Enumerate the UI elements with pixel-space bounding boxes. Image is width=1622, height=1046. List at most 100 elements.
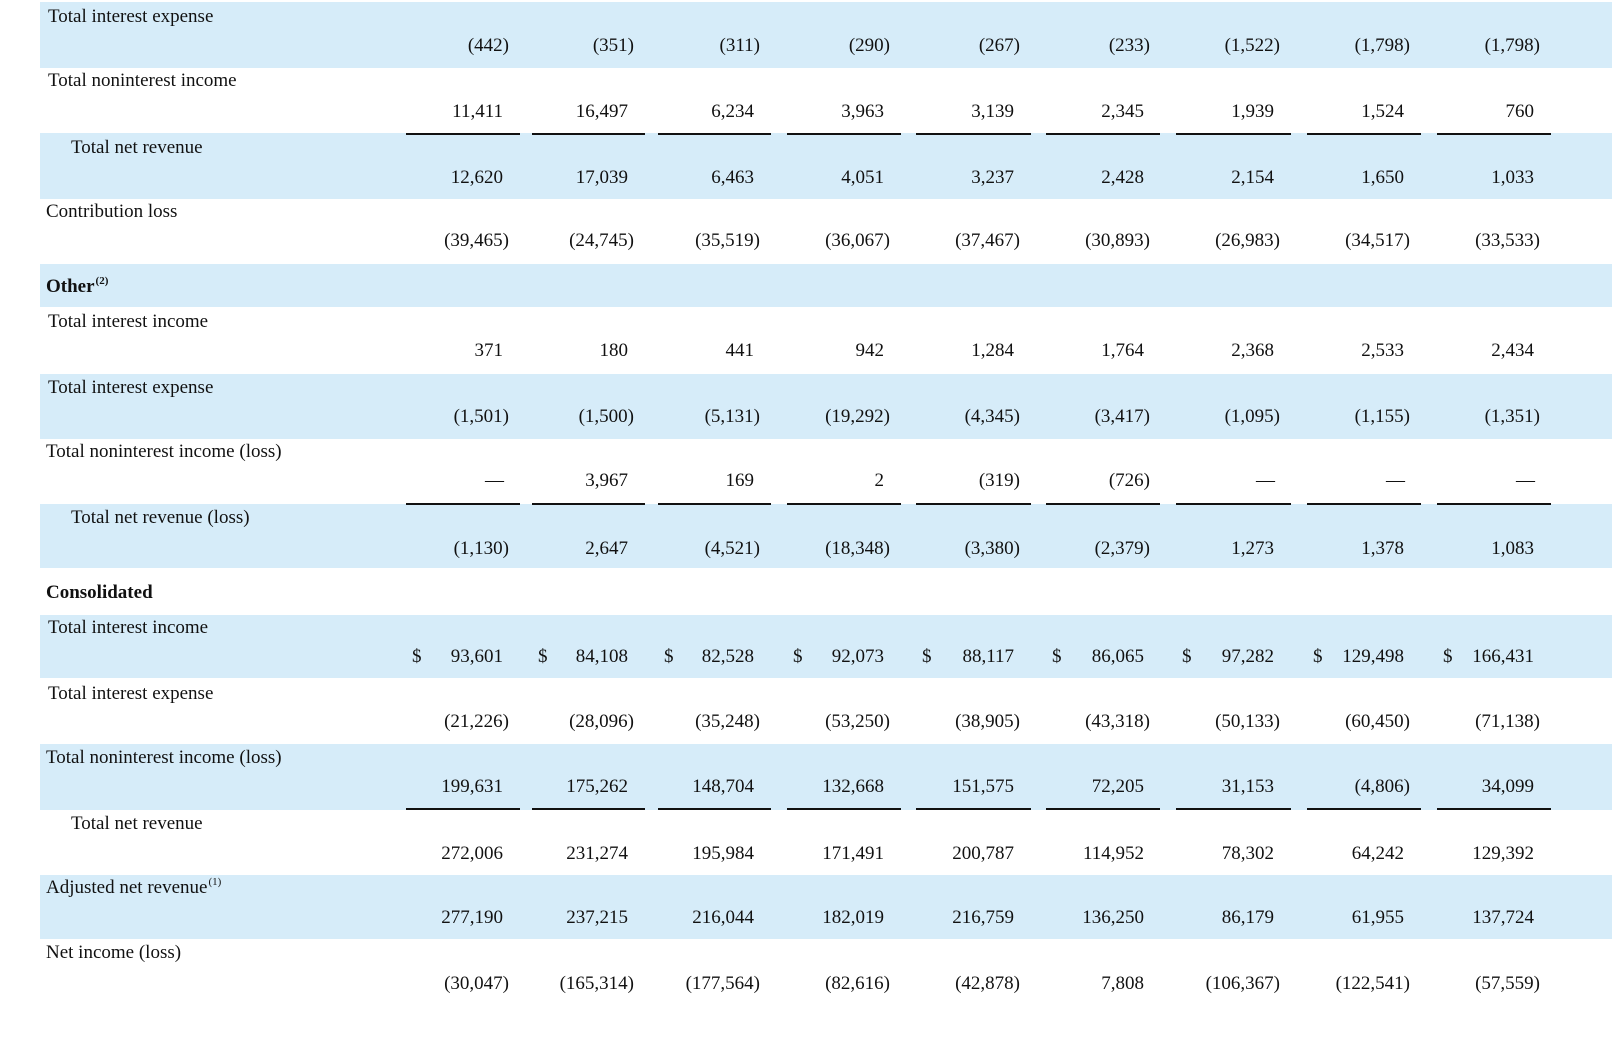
row-label-total-interest-expense: Total interest expense [48, 683, 213, 705]
cell-value: (311) [719, 35, 760, 56]
cell-value: 72,205 [1091, 776, 1144, 797]
table-cell: 72,205 [1046, 775, 1160, 799]
table-cell: 2,345 [1046, 100, 1160, 124]
cell-value: (37,467) [955, 230, 1020, 251]
cell-value: (38,905) [955, 711, 1020, 732]
table-cell: (53,250) [787, 710, 901, 734]
table-cell: (311) [658, 34, 771, 58]
subtotal-underline [532, 503, 645, 505]
table-cell: (39,465) [406, 229, 520, 253]
table-cell: 2,533 [1307, 339, 1421, 363]
cell-value: 88,117 [962, 646, 1014, 667]
subtotal-underline [1437, 133, 1551, 135]
cell-value: 2,368 [1231, 340, 1274, 361]
table-cell: (3,417) [1046, 405, 1160, 429]
table-cell: 6,234 [658, 100, 771, 124]
table-cell: (1,130) [406, 537, 520, 561]
table-row: Total noninterest income (loss) — 3,967 169… [40, 439, 1612, 504]
cell-value: — [1386, 470, 1405, 491]
table-cell: (43,318) [1046, 710, 1160, 734]
row-label-text: Total noninterest income [48, 70, 237, 91]
cell-value: (106,367) [1205, 973, 1280, 994]
table-cell: $93,601 [406, 645, 520, 669]
cell-value: (24,745) [569, 230, 634, 251]
cell-value: 216,759 [952, 907, 1014, 928]
table-cell: 171,491 [787, 842, 901, 866]
subtotal-underline [406, 133, 520, 135]
subtotal-underline [1176, 808, 1291, 810]
cell-value: 1,524 [1361, 101, 1404, 122]
cell-value: 7,808 [1101, 973, 1144, 994]
subtotal-underline [787, 808, 901, 810]
table-row: Total interest expense (1,501) (1,500) (5,1… [40, 374, 1612, 439]
currency-symbol: $ [1052, 646, 1062, 667]
table-cell: 3,963 [787, 100, 901, 124]
table-cell: 2,368 [1176, 339, 1291, 363]
table-cell: $97,282 [1176, 645, 1291, 669]
cell-value: 97,282 [1221, 646, 1274, 667]
section-title-other: Other(2) [46, 275, 108, 300]
table-cell: 3,237 [916, 166, 1031, 190]
section-header-row: Other(2) [40, 264, 1612, 307]
currency-symbol: $ [793, 646, 803, 667]
table-cell: $92,073 [787, 645, 901, 669]
subtotal-underline [916, 133, 1031, 135]
currency-symbol: $ [1313, 646, 1323, 667]
table-cell: 216,044 [658, 906, 771, 930]
table-cell: (1,798) [1437, 34, 1551, 58]
subtotal-underline [532, 133, 645, 135]
cell-value: (26,983) [1215, 230, 1280, 251]
cell-value: (726) [1108, 470, 1150, 491]
row-label-text: Total net revenue [71, 813, 203, 834]
cell-value: 93,601 [450, 646, 503, 667]
cell-value: (1,500) [578, 406, 634, 427]
table-cell: 1,524 [1307, 100, 1421, 124]
table-cell: (28,096) [532, 710, 645, 734]
table-cell: 2,434 [1437, 339, 1551, 363]
cell-value: 1,650 [1361, 167, 1404, 188]
cell-value: 1,378 [1361, 538, 1404, 559]
cell-value: 6,234 [711, 101, 754, 122]
table-row: Net income (loss) (30,047) (165,314) (177,5… [40, 939, 1612, 1009]
table-cell: (1,798) [1307, 34, 1421, 58]
table-cell: (267) [916, 34, 1031, 58]
row-label-text: Total interest expense [48, 683, 214, 704]
table-cell: (165,314) [532, 972, 645, 996]
cell-value: 2,647 [585, 538, 628, 559]
table-cell: (35,519) [658, 229, 771, 253]
cell-value: 1,273 [1231, 538, 1274, 559]
cell-value: 114,952 [1082, 843, 1144, 864]
table-cell: 61,955 [1307, 906, 1421, 930]
table-cell: 114,952 [1046, 842, 1160, 866]
table-row: Total net revenue 272,006 231,274 195,984 17… [40, 810, 1612, 875]
cell-value: 151,575 [952, 776, 1014, 797]
cell-value: (30,893) [1085, 230, 1150, 251]
table-cell: 195,984 [658, 842, 771, 866]
row-label-total-interest-expense: Total interest expense [48, 6, 213, 28]
table-cell: $84,108 [532, 645, 645, 669]
table-cell: (4,521) [658, 537, 771, 561]
table-cell: 1,083 [1437, 537, 1551, 561]
cell-value: 3,139 [971, 101, 1014, 122]
subtotal-underline [1046, 133, 1160, 135]
cell-value: (5,131) [704, 406, 760, 427]
table-cell: 1,939 [1176, 100, 1291, 124]
table-cell: (34,517) [1307, 229, 1421, 253]
cell-value: (1,501) [453, 406, 509, 427]
table-cell: (82,616) [787, 972, 901, 996]
cell-value: 1,939 [1231, 101, 1274, 122]
table-cell: $82,528 [658, 645, 771, 669]
table-row: Total interest expense (442) (351) (311) (29… [40, 2, 1612, 68]
table-row: Total interest income $93,601 $84,108 $82,5… [40, 615, 1612, 678]
subtotal-underline [1307, 808, 1421, 810]
table-cell: 129,392 [1437, 842, 1551, 866]
cell-value: (4,345) [964, 406, 1020, 427]
table-cell: 2 [787, 469, 901, 493]
cell-value: (122,541) [1335, 973, 1410, 994]
table-cell: 3,139 [916, 100, 1031, 124]
cell-value: 12,620 [450, 167, 503, 188]
table-cell: 64,242 [1307, 842, 1421, 866]
cell-value: (1,130) [453, 538, 509, 559]
table-cell: 371 [406, 339, 520, 363]
table-cell: (36,067) [787, 229, 901, 253]
